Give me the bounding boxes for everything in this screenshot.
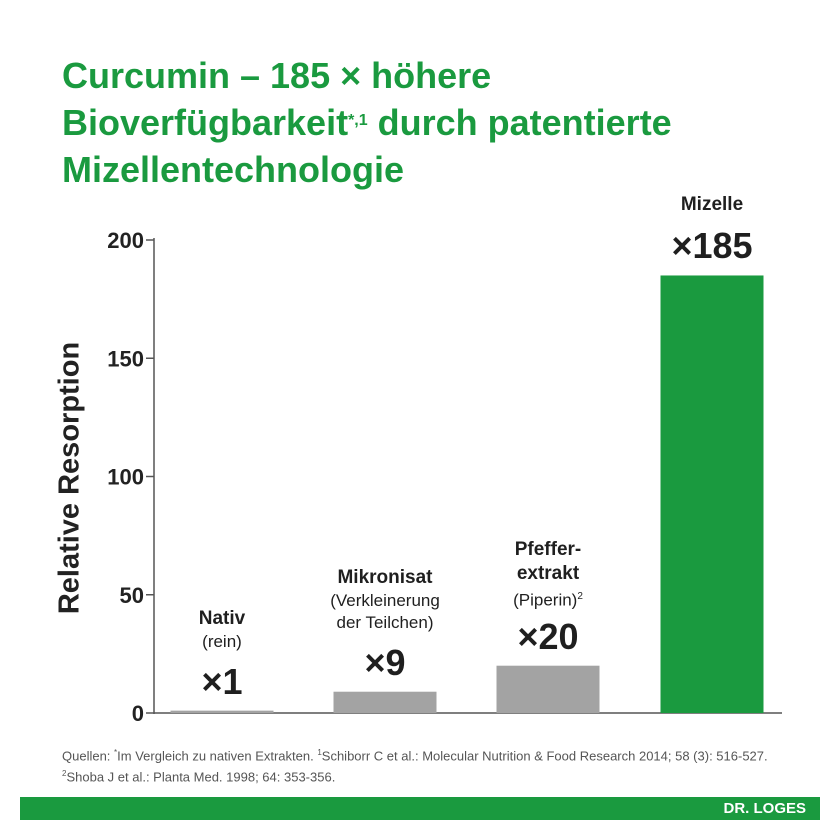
brand-logo: DR. LOGES xyxy=(723,800,806,817)
bar-2 xyxy=(496,665,600,713)
footnote-sup-2: 2 xyxy=(62,769,67,779)
category-label: Mizelle xyxy=(681,193,743,217)
bar-0 xyxy=(170,710,274,713)
y-tick-label: 100 xyxy=(107,465,144,490)
bar-multiplier-label: ×20 xyxy=(517,615,579,657)
bar-3 xyxy=(660,275,764,713)
bar-multiplier-label: ×185 xyxy=(671,225,753,267)
category-label: Nativ (rein) xyxy=(199,607,245,653)
title-line-2-rest: durch patentierte xyxy=(367,102,672,143)
title-line-3: Mizellentechnologie xyxy=(62,149,405,190)
bar-1 xyxy=(333,691,437,713)
category-label: Pfeffer-extrakt (Piperin)2 xyxy=(513,538,583,612)
title-line-1: Curcumin – 185 × höhere xyxy=(62,55,492,96)
title-line-2-text: Bioverfügbarkeit xyxy=(62,102,349,143)
title-line-2: Bioverfügbarkeit*,1 durch patentierte xyxy=(62,99,672,146)
bar-multiplier-label: ×9 xyxy=(364,641,406,683)
y-tick-label: 50 xyxy=(120,583,144,608)
footnote-star: * xyxy=(114,748,118,757)
footnote-sup-1: 1 xyxy=(317,748,322,757)
footnote-text-2: Schiborr C et al.: Molecular Nutrition &… xyxy=(321,748,768,764)
y-axis-label: Relative Resorption xyxy=(53,341,86,615)
category-name: Mikronisat xyxy=(337,566,433,588)
category-subtitle: der Teilchen) xyxy=(336,612,434,632)
category-name: extrakt xyxy=(516,562,580,584)
footnote-text-3: Shoba J et al.: Planta Med. 1998; 64: 35… xyxy=(66,769,336,785)
title-footnote-mark: *,1 xyxy=(348,112,368,129)
footnote-text-1: Im Vergleich zu nativen Extrakten. xyxy=(117,748,318,764)
category-name: Pfeffer- xyxy=(514,538,582,560)
footer-bar: DR. LOGES xyxy=(20,797,820,820)
y-tick-label: 150 xyxy=(107,346,144,371)
source-footnote: Quellen: *Im Vergleich zu nativen Extrak… xyxy=(62,744,782,787)
category-name: Mizelle xyxy=(680,194,744,216)
y-tick-label: 200 xyxy=(107,228,144,253)
bar-multiplier-label: ×1 xyxy=(201,660,243,702)
category-footnote-mark: 2 xyxy=(577,590,583,602)
category-label: Mikronisat (Verkleinerung der Teilchen) xyxy=(330,566,440,634)
chart-title: Curcumin – 185 × höhere Bioverfügbarkeit… xyxy=(62,52,672,193)
category-name: Nativ xyxy=(198,607,246,629)
category-subtitle: (Piperin)2 xyxy=(513,590,583,610)
footnote-prefix: Quellen: xyxy=(62,748,115,764)
category-subtitle: (Verkleinerung xyxy=(330,590,440,610)
category-subtitle: (rein) xyxy=(202,631,242,651)
y-tick-label: 0 xyxy=(132,701,144,726)
